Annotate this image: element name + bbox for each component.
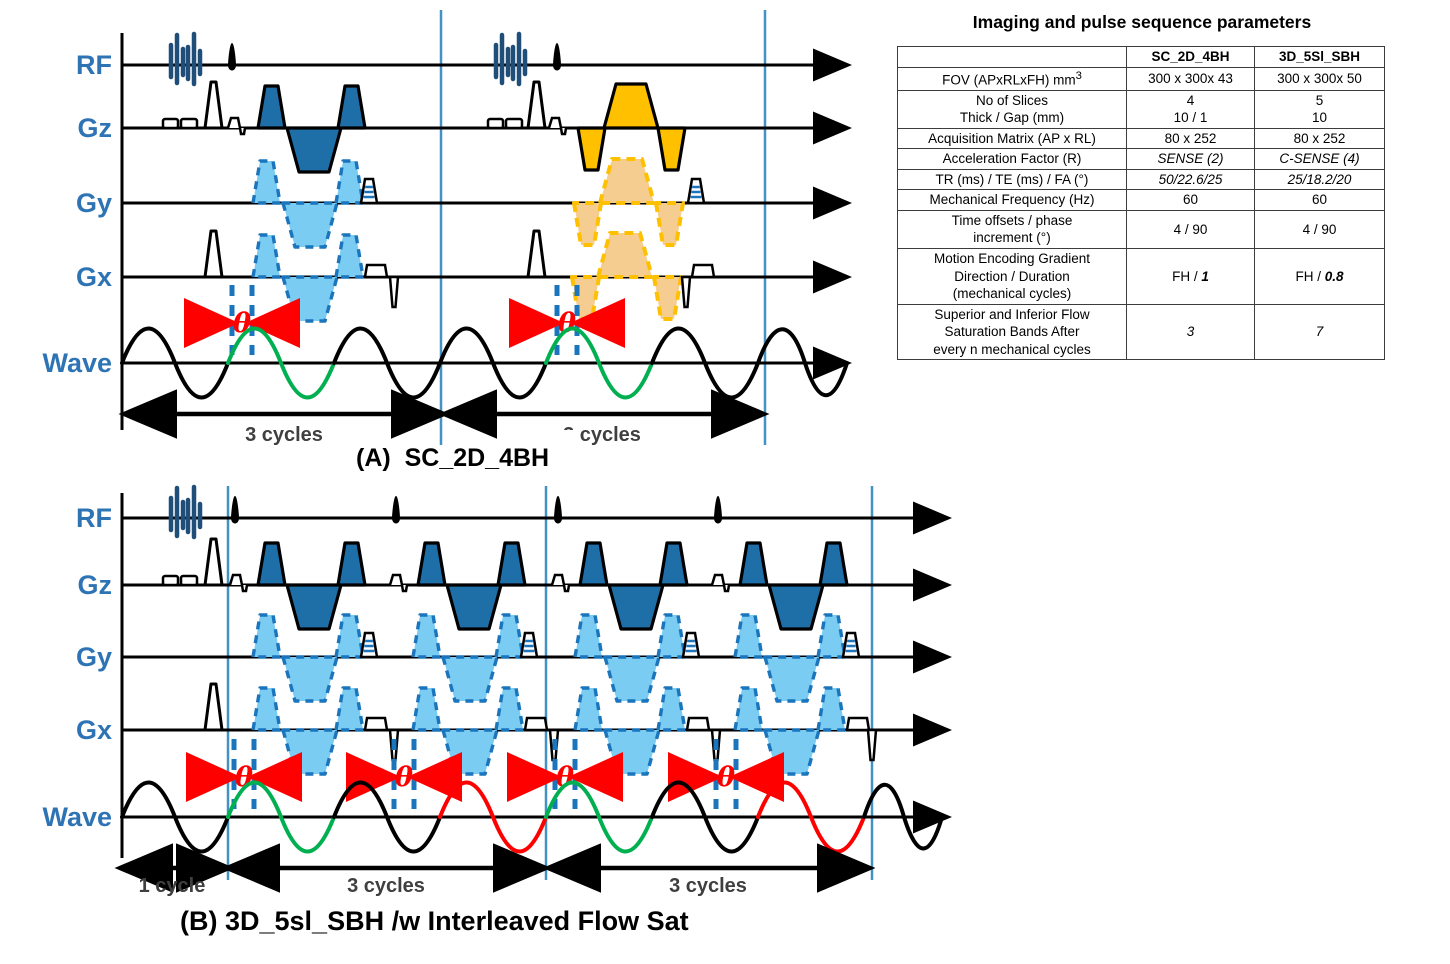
row-label-line: every n mechanical cycles — [933, 341, 1091, 357]
row-label-rf: RF — [76, 503, 112, 533]
cell-value: 300 x 300x 50 — [1254, 66, 1385, 91]
parameters-panel: Imaging and pulse sequence parameters SC… — [897, 12, 1387, 361]
panel-b-caption: (B) 3D_5sl_SBH /w Interleaved Flow Sat — [180, 906, 689, 936]
cell-value: 4 / 90 — [1126, 209, 1255, 249]
header-col-sc2d4bh: SC_2D_4BH — [1126, 46, 1255, 68]
cell-value: SENSE (2) — [1126, 148, 1255, 170]
cycles-label-3: 3 cycles — [669, 875, 747, 897]
theta-symbol: θ — [717, 762, 735, 793]
row-label-line: No of Slices — [975, 92, 1049, 108]
row-label-line: Saturation Bands After — [944, 324, 1080, 340]
cell-value-emph: 0.8 — [1324, 268, 1344, 284]
cell-value: 80 x 252 — [1254, 127, 1385, 150]
caption-overlap-patch — [561, 430, 580, 444]
row-label-rf: RF — [76, 50, 112, 80]
row-label-wave: Wave — [42, 802, 112, 832]
cycles-label-right: 3 cycles — [563, 424, 641, 446]
rf-excitation-pulses — [171, 34, 561, 84]
row-label-gy: Gy — [76, 188, 112, 218]
cycle-label-1: 1 cycle — [139, 875, 206, 897]
cell-value-line: 10 / 1 — [1173, 110, 1208, 126]
row-label-line: Thick / Gap (mm) — [959, 110, 1065, 126]
cell-value: 3 — [1126, 303, 1255, 361]
row-label-gx: Gx — [76, 262, 112, 292]
row-label-wave: Wave — [42, 348, 112, 378]
row-label-gx: Gx — [76, 715, 112, 745]
table-row: FOV (APxRLxFH) mm3 300 x 300x 43 300 x 3… — [897, 66, 1385, 91]
row-label-line: Superior and Inferior Flow — [934, 306, 1090, 322]
cell-value: C-SENSE (4) — [1254, 148, 1385, 170]
cell-value: 4 10 / 1 — [1126, 89, 1255, 129]
row-label-line: Direction / Duration — [954, 268, 1070, 284]
table-row: No of Slices Thick / Gap (mm) 4 10 / 1 5… — [897, 89, 1385, 129]
table-row: Motion Encoding Gradient Direction / Dur… — [897, 247, 1385, 305]
panel-a-caption: (A) SC_2D_4BH — [356, 444, 550, 472]
row-label: TR (ms) / TE (ms) / FA (°) — [897, 168, 1127, 191]
table-row: Acquisition Matrix (AP x RL) 80 x 252 80… — [897, 127, 1385, 150]
row-label-gz: Gz — [77, 570, 112, 600]
row-label: Mechanical Frequency (Hz) — [897, 189, 1127, 211]
cell-value: 25/18.2/20 — [1254, 168, 1385, 191]
row-label-line: increment (°) — [973, 230, 1051, 246]
table-row: Superior and Inferior Flow Saturation Ba… — [897, 303, 1385, 361]
cell-value-line: 10 — [1311, 110, 1328, 126]
cell-value-emph: 1 — [1201, 268, 1209, 284]
cell-value: 7 — [1254, 303, 1385, 361]
cell-value: 50/22.6/25 — [1126, 168, 1255, 191]
cell-value: FH / 1 — [1126, 247, 1255, 305]
cell-value: 4 / 90 — [1254, 209, 1385, 249]
rf-excitation-pulses — [171, 487, 722, 537]
row-label-line: Motion Encoding Gradient — [933, 250, 1091, 266]
table-row: Acceleration Factor (R) SENSE (2) C-SENS… — [897, 148, 1385, 170]
cell-value: 300 x 300x 43 — [1126, 66, 1255, 91]
cell-value: 60 — [1126, 189, 1255, 211]
row-label: No of Slices Thick / Gap (mm) — [897, 89, 1127, 129]
cell-value-prefix: FH / — [1172, 268, 1202, 284]
row-label-gy: Gy — [76, 642, 112, 672]
cell-value: 80 x 252 — [1126, 127, 1255, 150]
cycles-label-2: 3 cycles — [347, 875, 425, 897]
superscript: 3 — [1075, 69, 1082, 82]
cell-value-line: 5 — [1315, 92, 1324, 108]
theta-symbol: θ — [556, 762, 574, 793]
table-header-row: SC_2D_4BH 3D_5Sl_SBH — [897, 46, 1385, 68]
row-label-text: FOV (APxRLxFH) mm — [942, 72, 1076, 88]
table-row: Time offsets / phase increment (°) 4 / 9… — [897, 209, 1385, 249]
cell-value: FH / 0.8 — [1254, 247, 1385, 305]
row-label-line: Time offsets / phase — [951, 212, 1073, 228]
header-col-3d5slsbh: 3D_5Sl_SBH — [1254, 46, 1385, 68]
pulse-sequence-diagram-b: RF Gz Gy Gx Wave — [42, 478, 952, 897]
cell-value-line: 4 — [1186, 92, 1195, 108]
cell-value: 60 — [1254, 189, 1385, 211]
row-label: Superior and Inferior Flow Saturation Ba… — [897, 303, 1127, 361]
table-row: TR (ms) / TE (ms) / FA (°) 50/22.6/25 25… — [897, 168, 1385, 191]
row-label-gz: Gz — [77, 113, 112, 143]
row-label: Acceleration Factor (R) — [897, 148, 1127, 170]
row-label: Motion Encoding Gradient Direction / Dur… — [897, 247, 1127, 305]
row-label: Acquisition Matrix (AP x RL) — [897, 127, 1127, 150]
row-label: FOV (APxRLxFH) mm3 — [897, 66, 1127, 91]
cycles-label-left: 3 cycles — [245, 424, 323, 446]
table-row: Mechanical Frequency (Hz) 60 60 — [897, 189, 1385, 211]
row-label-line: (mechanical cycles) — [952, 286, 1072, 302]
table-title: Imaging and pulse sequence parameters — [972, 12, 1312, 32]
cell-value-prefix: FH / — [1295, 268, 1325, 284]
parameters-table: SC_2D_4BH 3D_5Sl_SBH FOV (APxRLxFH) mm3 … — [897, 46, 1385, 361]
cell-value: 5 10 — [1254, 89, 1385, 129]
row-label: Time offsets / phase increment (°) — [897, 209, 1127, 249]
pulse-sequence-diagram-a: RF Gz Gy Gx Wave — [42, 10, 852, 446]
theta-symbol: θ — [395, 762, 413, 793]
header-empty-cell — [897, 46, 1127, 68]
